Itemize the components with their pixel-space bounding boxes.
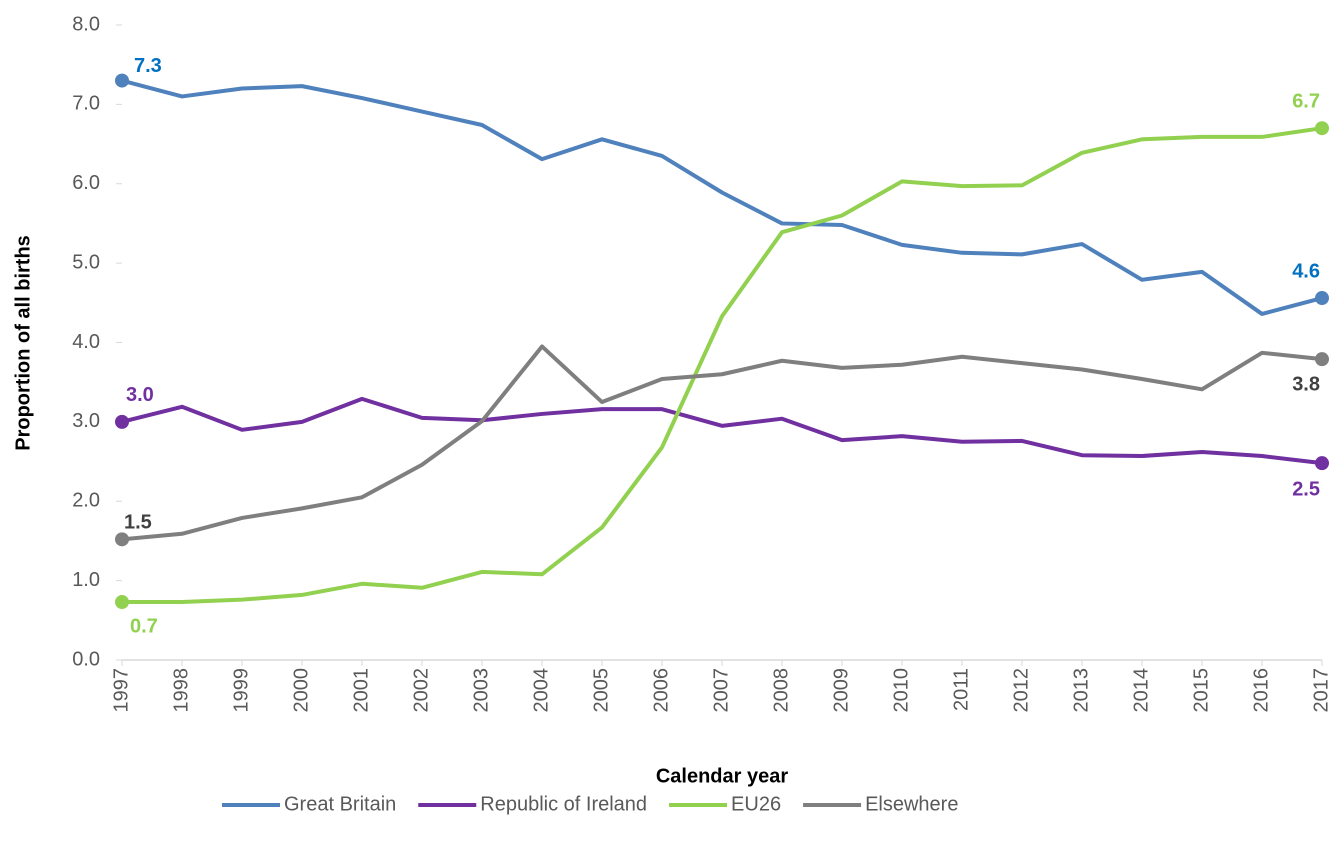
series-line [121,78,1323,316]
data-label: 3.0 [126,384,154,406]
x-tick-label: 2008 [770,668,792,713]
series-line [122,126,1323,605]
x-tick-label: 2001 [350,668,372,713]
series-line [121,344,1323,542]
x-axis-title: Calendar year [656,765,789,787]
x-tick-label: 2013 [1070,668,1092,713]
data-label: 6.7 [1292,90,1320,112]
x-tick-label: 2017 [1310,668,1332,713]
y-tick-label: 4.0 [72,331,100,353]
x-tick-label: 2003 [470,668,492,713]
x-tick-label: 1999 [230,668,252,713]
data-label: 1.5 [124,512,152,534]
legend-label: Great Britain [284,793,396,815]
x-tick-label: 2016 [1250,668,1272,713]
x-tick-label: 1997 [110,668,132,713]
data-label: 7.3 [134,55,162,77]
legend-label: EU26 [731,793,781,815]
end-marker [1315,121,1329,136]
legend-label: Elsewhere [865,793,958,815]
x-tick-label: 2009 [830,668,852,713]
x-tick-label: 2015 [1190,668,1212,713]
x-tick-label: 2000 [290,668,312,713]
x-tick-label: 2010 [890,668,912,713]
x-tick-label: 2006 [650,668,672,713]
y-tick-label: 5.0 [72,251,100,273]
data-label: 0.7 [130,615,158,637]
y-tick-label: 3.0 [72,410,100,432]
data-label: 3.8 [1292,373,1320,395]
x-tick-label: 2014 [1130,668,1152,713]
series-line [121,396,1323,466]
end-marker [115,414,129,429]
legend-label: Republic of Ireland [480,793,647,815]
x-tick-label: 2012 [1010,668,1032,713]
y-tick-label: 2.0 [72,490,100,512]
end-marker [1315,352,1329,367]
y-tick-label: 6.0 [72,172,100,194]
end-marker [115,532,129,547]
y-axis-title: Proportion of all births [12,235,34,451]
y-tick-label: 7.0 [72,93,100,115]
end-marker [1315,291,1329,306]
y-tick-label: 8.0 [72,13,100,35]
x-tick-label: 2011 [950,668,972,711]
x-tick-label: 2004 [530,668,552,713]
data-label: 4.6 [1292,260,1320,282]
x-tick-label: 1998 [170,668,192,713]
end-marker [1315,456,1329,471]
x-tick-label: 2002 [410,668,432,713]
x-tick-label: 2005 [590,668,612,713]
y-tick-label: 1.0 [72,569,100,591]
data-label: 2.5 [1292,478,1320,500]
end-marker [115,73,129,88]
end-marker [115,595,129,610]
y-tick-label: 0.0 [72,648,100,670]
x-tick-label: 2007 [710,668,732,713]
